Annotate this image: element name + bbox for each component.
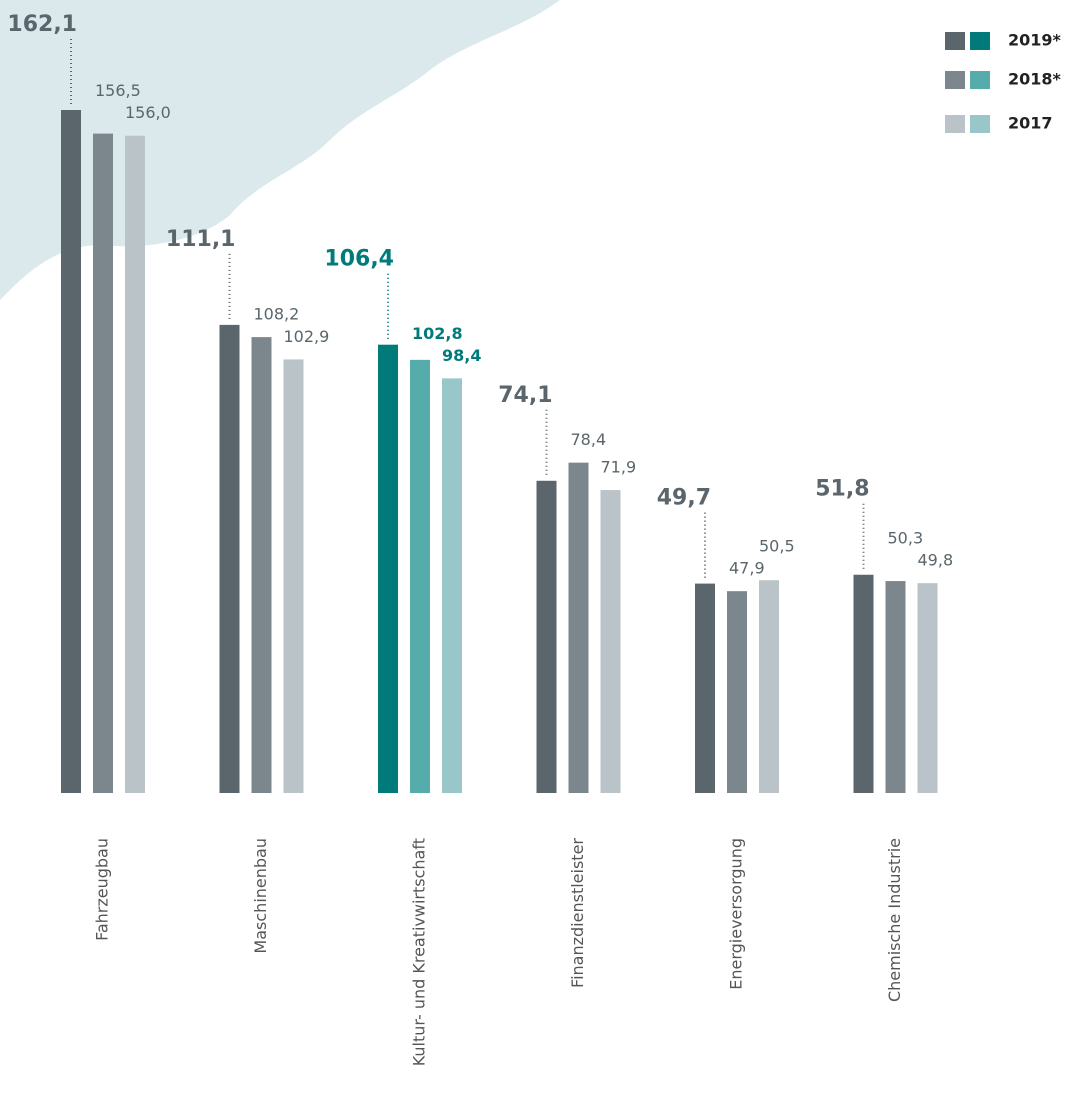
value-label: 156,5 — [95, 81, 141, 100]
bar — [442, 378, 462, 793]
legend-swatch — [945, 71, 965, 89]
legend-label: 2017 — [1008, 114, 1053, 133]
bar — [885, 581, 906, 793]
legend-swatch — [945, 32, 965, 50]
x-tick-label: Fahrzeugbau — [93, 838, 112, 941]
bar — [759, 580, 779, 793]
value-label: 50,3 — [888, 529, 924, 548]
x-tick-label: Energieversorgung — [727, 838, 746, 990]
bar — [219, 324, 240, 793]
bar — [283, 359, 304, 793]
bar — [93, 133, 113, 793]
value-label-main: 49,7 — [657, 486, 711, 511]
background-map — [0, 0, 560, 300]
value-label-main: 51,8 — [815, 477, 869, 502]
value-label: 71,9 — [601, 458, 637, 477]
legend-label: 2019* — [1008, 31, 1062, 50]
value-label: 98,4 — [442, 346, 481, 365]
bar — [61, 110, 81, 793]
bar — [378, 344, 398, 793]
value-label: 102,9 — [284, 327, 330, 346]
legend-swatch — [970, 32, 990, 50]
x-tick-label: Kultur- und Kreativwirtschaft — [410, 838, 429, 1066]
bar — [568, 462, 589, 793]
value-label: 156,0 — [125, 103, 171, 122]
bar — [695, 583, 715, 793]
bar — [917, 583, 938, 793]
legend-label: 2018* — [1008, 70, 1062, 89]
bar — [251, 337, 272, 793]
value-label: 47,9 — [729, 559, 765, 578]
bar — [853, 574, 874, 793]
bar — [410, 359, 430, 793]
value-label: 78,4 — [571, 430, 607, 449]
bar — [125, 135, 145, 794]
value-label: 108,2 — [254, 305, 300, 324]
value-label-main: 74,1 — [498, 383, 552, 408]
legend-swatch — [945, 115, 965, 133]
value-label: 50,5 — [759, 537, 795, 556]
bar — [536, 480, 557, 793]
x-tick-label: Maschinenbau — [251, 838, 270, 954]
value-label-main: 106,4 — [324, 247, 394, 272]
bar — [600, 490, 621, 793]
bar — [727, 591, 747, 793]
value-label-main: 162,1 — [7, 12, 77, 37]
legend-swatch — [970, 71, 990, 89]
x-tick-label: Finanzdienstleister — [568, 838, 587, 988]
value-label: 102,8 — [412, 324, 463, 343]
value-label-main: 111,1 — [166, 227, 236, 252]
value-label: 49,8 — [918, 551, 954, 570]
x-tick-label: Chemische Industrie — [885, 838, 904, 1002]
legend-swatch — [970, 115, 990, 133]
